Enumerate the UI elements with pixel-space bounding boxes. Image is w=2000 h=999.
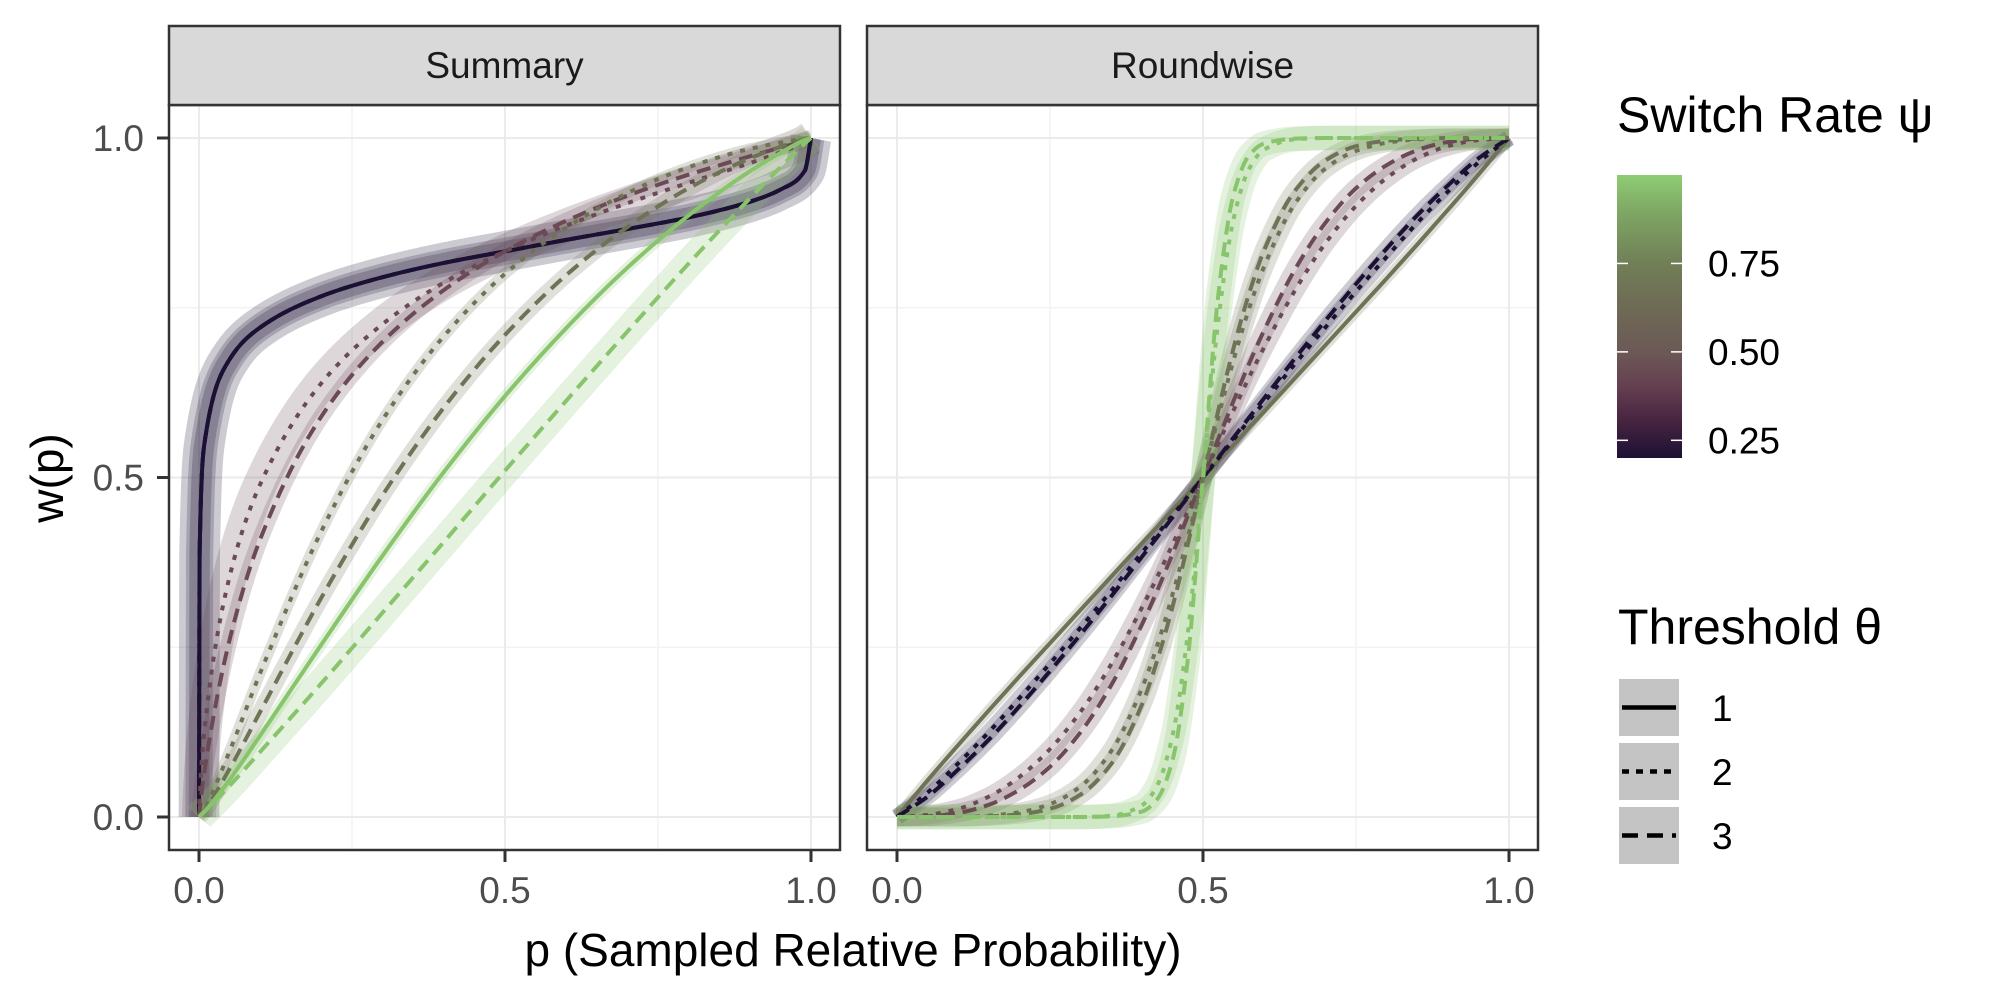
y-axis-title: w(p) xyxy=(21,433,73,523)
legend-key-label: 3 xyxy=(1712,816,1733,857)
colorbar xyxy=(1617,175,1682,458)
x-axis-title: p (Sampled Relative Probability) xyxy=(524,924,1181,976)
strip-summary: Summary xyxy=(167,24,842,107)
colorbar-label: 0.75 xyxy=(1708,243,1780,284)
y-tick-label: 0.5 xyxy=(93,458,144,499)
linetype-legend-title: Threshold θ xyxy=(1618,599,1882,655)
line-summary-psi-0.65-theta-3 xyxy=(197,136,812,819)
panel-summary xyxy=(167,103,842,852)
strip-label-summary: Summary xyxy=(425,45,584,86)
x-tick-label: 1.0 xyxy=(785,870,836,911)
plot-area xyxy=(178,123,832,832)
linetype-key-2: 2 xyxy=(1619,743,1733,800)
line-summary-psi-0.95-theta-3 xyxy=(197,136,813,819)
y-tick-label: 1.0 xyxy=(93,118,144,159)
colorbar-label: 0.50 xyxy=(1708,332,1780,373)
panel-roundwise xyxy=(865,103,1540,852)
linetype-key-3: 3 xyxy=(1619,807,1733,864)
x-tick-label: 0.0 xyxy=(871,870,922,911)
y-tick-label: 0.0 xyxy=(93,797,144,838)
legend-key-label: 1 xyxy=(1712,688,1733,729)
strip-label-roundwise: Roundwise xyxy=(1111,45,1294,86)
strip-roundwise: Roundwise xyxy=(865,24,1540,107)
linetype-key-1: 1 xyxy=(1619,679,1733,736)
colorbar-ticks: 0.25 0.50 0.75 xyxy=(1617,243,1780,461)
strip-background xyxy=(865,24,1540,107)
line-summary-psi-0.4-theta-3 xyxy=(197,136,812,818)
plot-area xyxy=(891,125,1515,830)
line-summary-psi-0.65-theta-2 xyxy=(197,136,812,819)
x-tick-label: 0.5 xyxy=(1177,870,1228,911)
line-summary-psi-0.4-theta-2 xyxy=(197,136,813,818)
line-summary-psi-0.95-theta-1 xyxy=(197,136,812,819)
colorbar-label: 0.25 xyxy=(1708,420,1780,461)
gridlines xyxy=(169,105,840,850)
linetype-legend-keys: 1 2 3 xyxy=(1619,679,1733,864)
color-legend: Switch Rate ψ 0.25 0.50 0.75 xyxy=(1617,87,1933,461)
color-legend-title: Switch Rate ψ xyxy=(1617,87,1933,143)
x-tick-label: 0.5 xyxy=(479,870,530,911)
legend-key-label: 2 xyxy=(1712,752,1733,793)
lines xyxy=(197,136,813,819)
axes: 0.0 0.5 1.0 0.0 0.5 1.0 0.0 0.5 1.0 xyxy=(93,118,1535,911)
line-roundwise-psi-0.95-theta-2 xyxy=(897,136,1509,819)
lines xyxy=(895,136,1511,819)
linetype-legend: Threshold θ 1 2 3 xyxy=(1618,599,1882,864)
strip-background xyxy=(167,24,842,107)
line-roundwise-psi-0.65-theta-3 xyxy=(897,136,1509,819)
panels xyxy=(167,103,1540,852)
x-tick-label: 1.0 xyxy=(1483,870,1534,911)
x-tick-label: 0.0 xyxy=(173,870,224,911)
line-summary-psi-0.2-theta-3 xyxy=(197,137,813,818)
line-roundwise-psi-0.2-theta-3 xyxy=(895,136,1511,819)
